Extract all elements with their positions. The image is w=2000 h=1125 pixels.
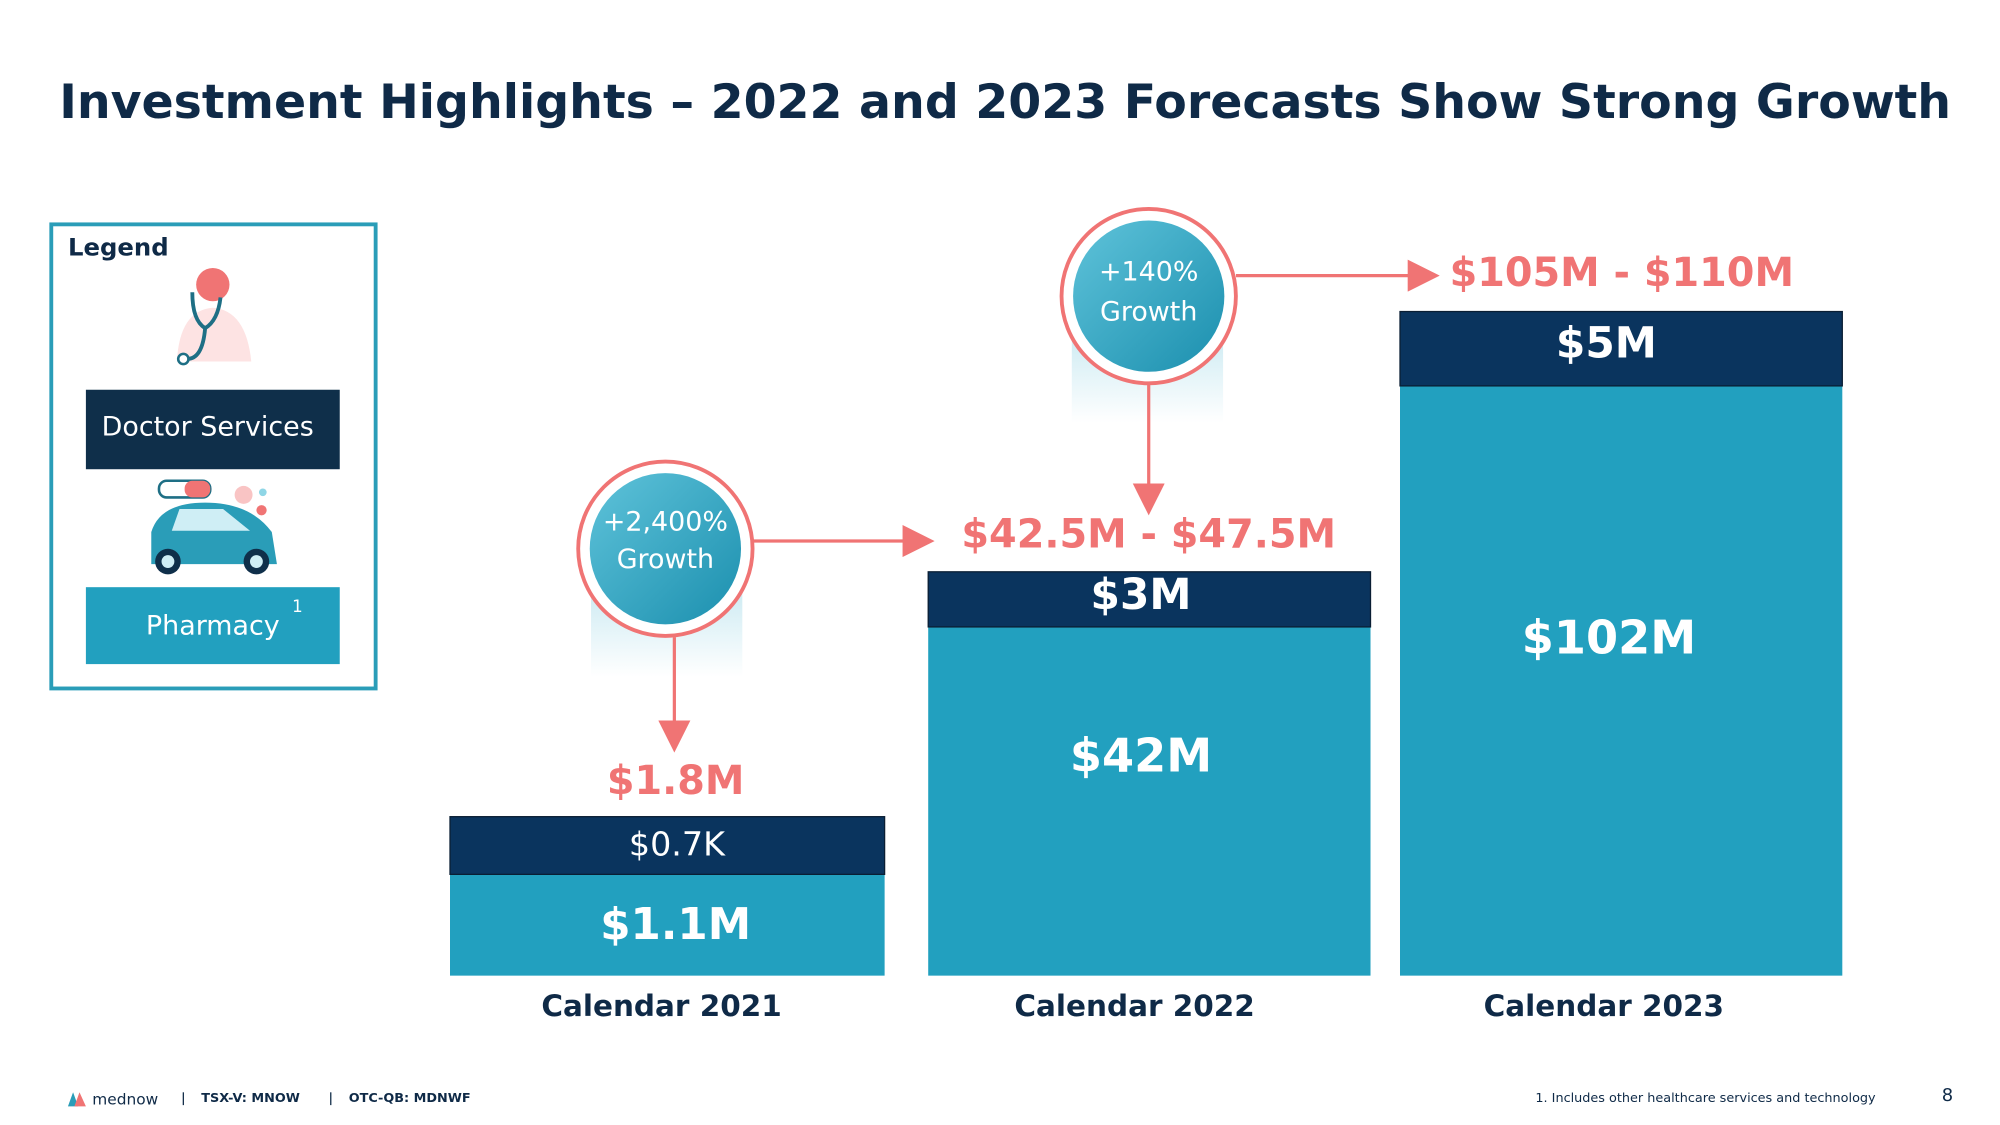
legend-item: Pharmacy <box>146 610 280 641</box>
footnote: 1. Includes other healthcare services an… <box>1535 1091 1876 1106</box>
pharmacy-bar <box>928 626 1371 976</box>
total-value: $1.8M <box>607 758 745 804</box>
category-label: Calendar 2021 <box>541 989 781 1023</box>
footnote-mark: 1 <box>292 597 303 616</box>
growth-label: Growth <box>1100 296 1197 327</box>
total-value: $42.5M - $47.5M <box>961 512 1336 558</box>
doctor-bar <box>927 571 1372 628</box>
pharmacy-bar <box>1400 385 1843 976</box>
doctor-bar <box>449 816 886 875</box>
category-label: Calendar 2023 <box>1484 989 1724 1023</box>
legend-doctor-swatch <box>85 389 340 470</box>
legend-title: Legend <box>68 233 169 262</box>
title: Investment Highlights – 2022 and 2023 Fo… <box>59 75 1951 130</box>
legend-item: Doctor Services <box>102 412 314 443</box>
legend-pharmacy-swatch <box>85 587 340 665</box>
pharmacy-value: $1.1M <box>600 900 751 950</box>
pharmacy-value: $42M <box>1070 728 1212 782</box>
doctor-icon <box>176 267 252 366</box>
category-label: Calendar 2022 <box>1014 989 1254 1023</box>
growth-label: Growth <box>617 544 714 575</box>
growth-value: +2,400% <box>603 507 728 538</box>
doctor-bar <box>1399 310 1843 387</box>
doctor-value: $5M <box>1556 319 1657 368</box>
pharmacy-bar <box>450 874 885 976</box>
doctor-value: $3M <box>1091 570 1192 619</box>
growth-bubble <box>1073 220 1225 372</box>
growth-bubble <box>589 473 742 625</box>
brand-logo <box>67 1092 86 1107</box>
ticker: TSX-V: MNOW <box>201 1091 300 1106</box>
doctor-value: $0.7K <box>629 825 726 864</box>
page-number: 8 <box>1942 1085 1953 1106</box>
total-value: $105M - $110M <box>1450 250 1794 296</box>
legend-box <box>49 222 378 691</box>
pharmacy-icon <box>151 479 277 575</box>
brand: mednow <box>92 1091 158 1109</box>
ticker: OTC-QB: MDNWF <box>349 1091 471 1106</box>
pharmacy-value: $102M <box>1522 611 1696 665</box>
growth-value: +140% <box>1099 257 1198 288</box>
